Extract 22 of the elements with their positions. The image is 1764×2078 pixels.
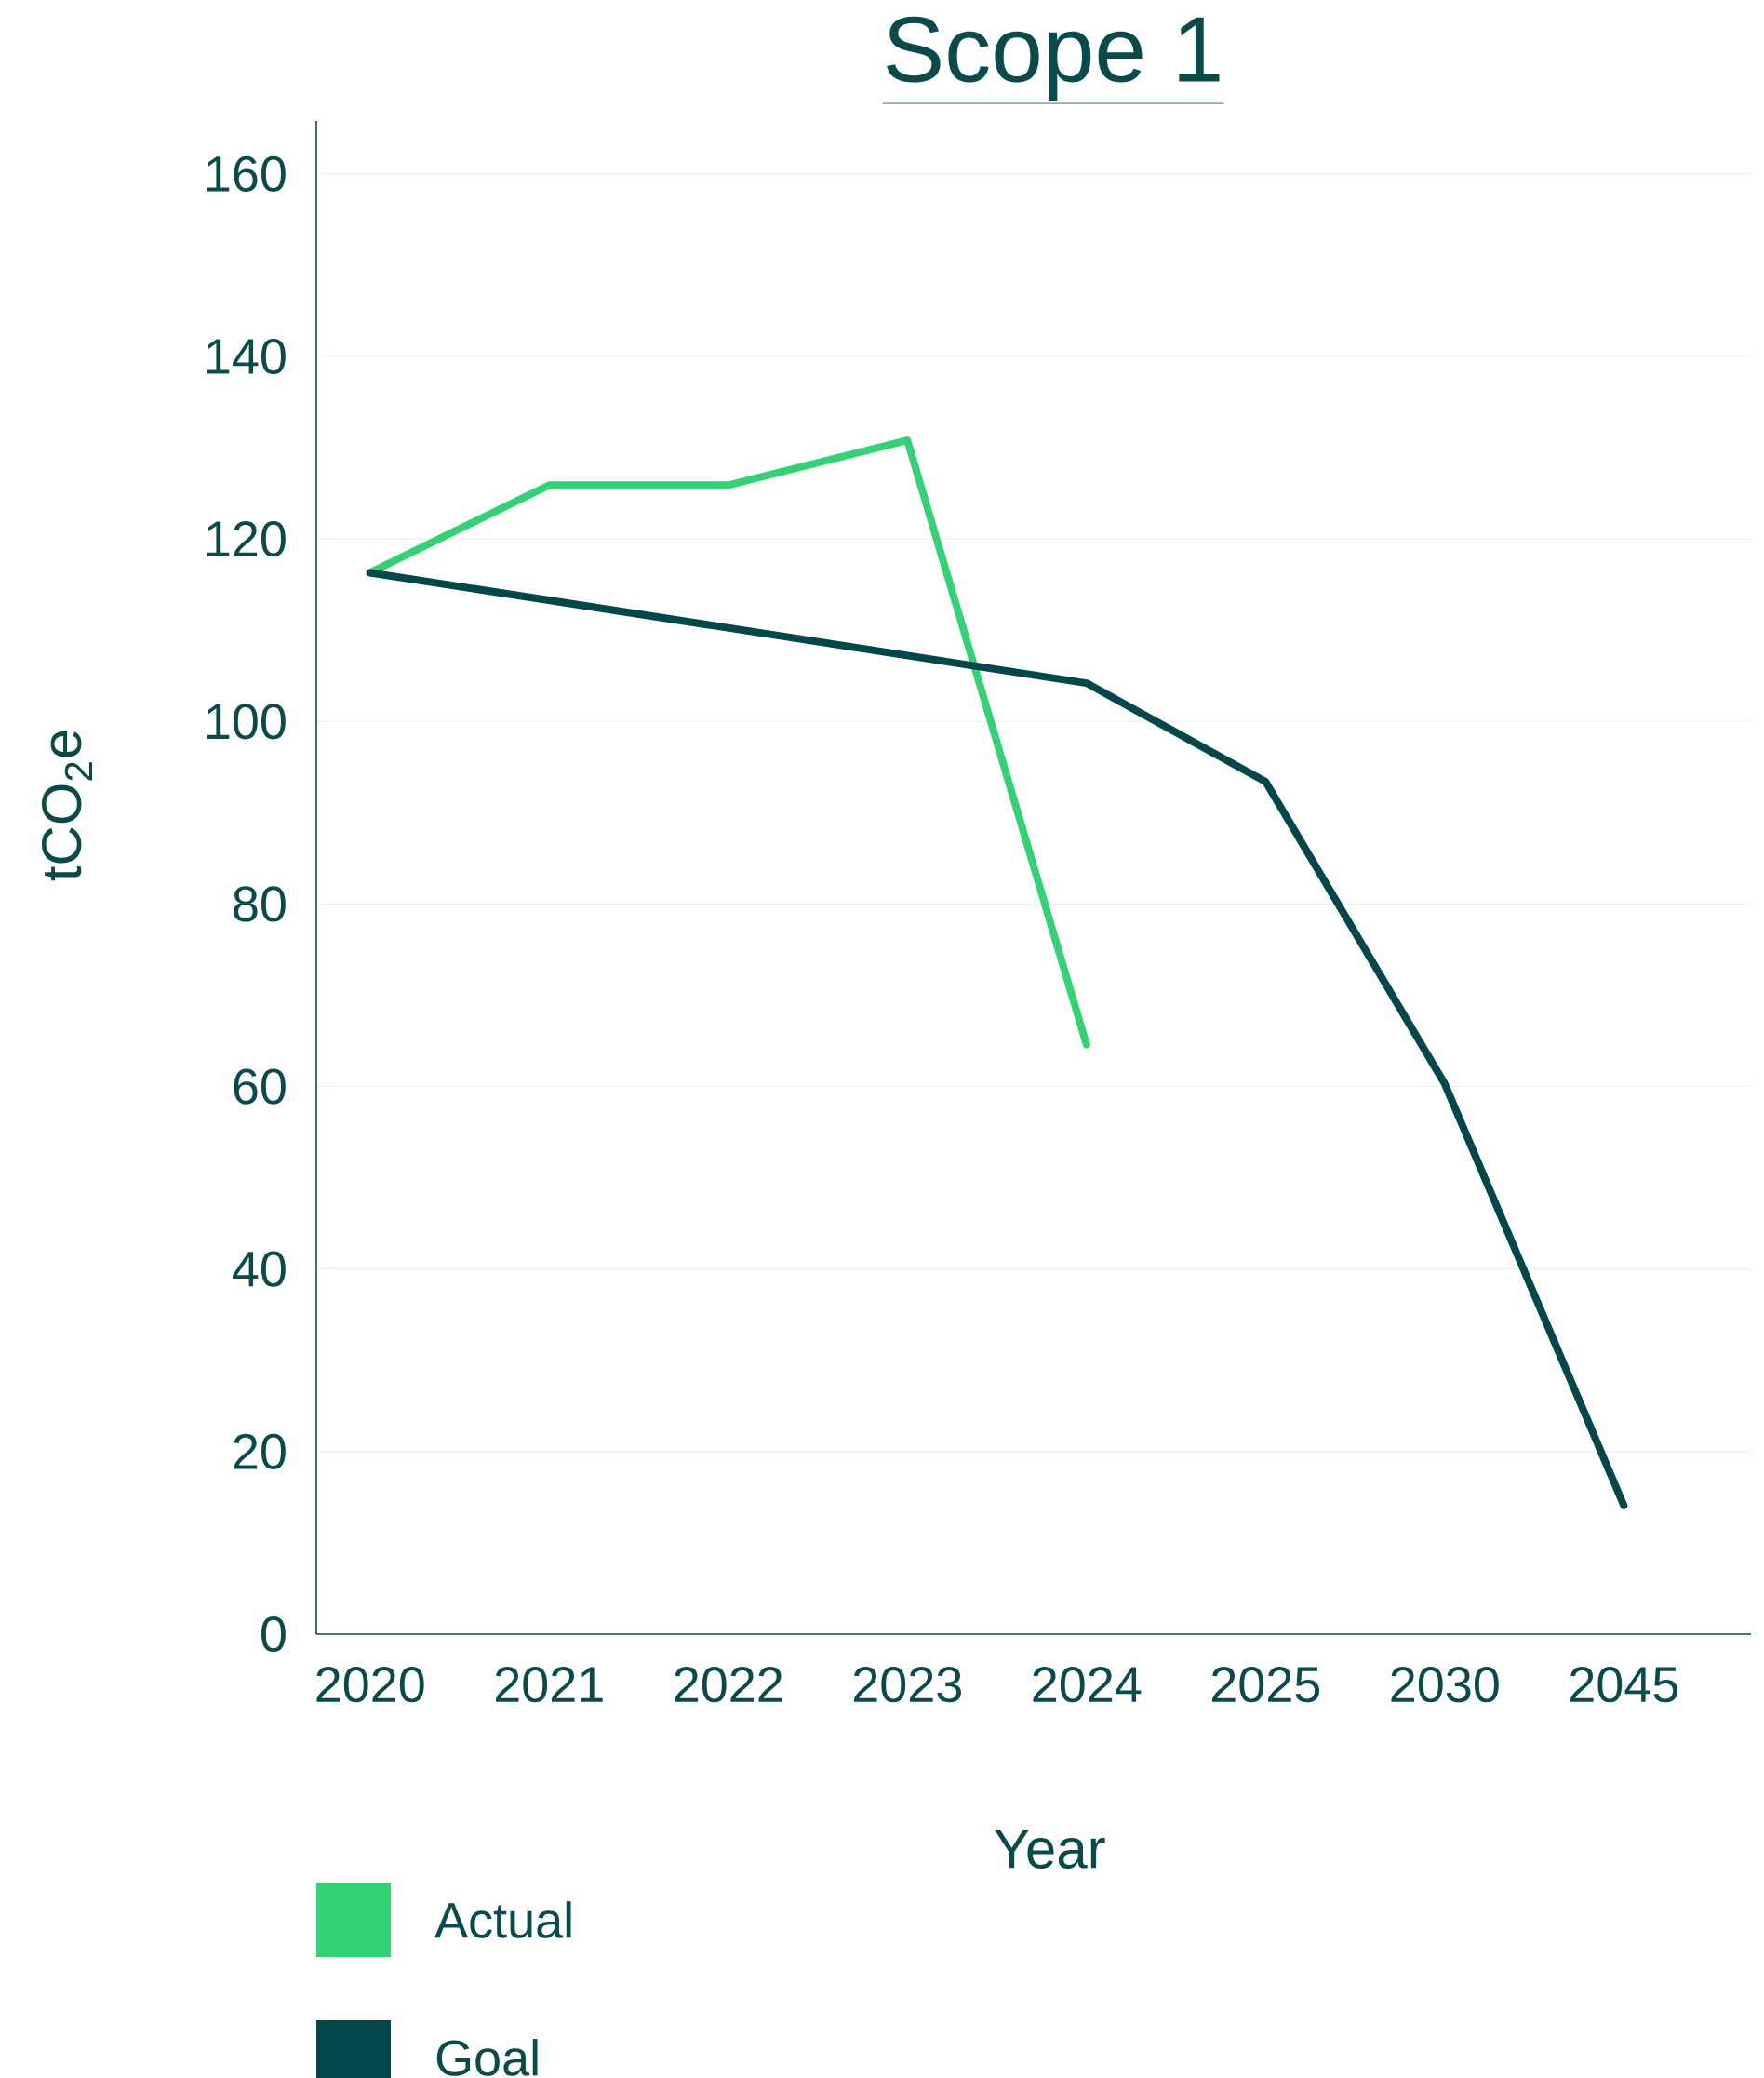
y-tick-label: 40 — [233, 1251, 286, 1287]
y-tick-label: 0 — [261, 1615, 286, 1653]
legend-label: Actual — [434, 1901, 571, 1938]
chart-title: Scope 1 — [887, 16, 1220, 101]
x-tick-label: 2025 — [1211, 1667, 1320, 1703]
y-tick-label: 120 — [207, 521, 286, 557]
x-tick-label: 2045 — [1570, 1667, 1678, 1703]
y-tick-label: 20 — [234, 1433, 286, 1469]
x-tick-label: 2021 — [495, 1667, 603, 1703]
y-tick-label: 60 — [234, 1068, 286, 1105]
y-tick-label: 140 — [207, 338, 286, 375]
y-tick-label: 80 — [234, 886, 286, 922]
x-tick-label: 2030 — [1391, 1667, 1499, 1703]
x-tick-label: 2020 — [316, 1667, 424, 1703]
y-axis-title: tCO$_{2}$e — [41, 731, 93, 881]
y-tick-label: 100 — [207, 704, 286, 740]
legend-label: Goal — [436, 2039, 538, 2076]
x-tick-label: 2022 — [675, 1667, 782, 1703]
y-tick-label: 160 — [207, 155, 286, 192]
x-axis-title: Year — [994, 1830, 1105, 1869]
x-tick-label: 2023 — [853, 1667, 961, 1703]
x-tick-label: 2024 — [1033, 1667, 1142, 1703]
